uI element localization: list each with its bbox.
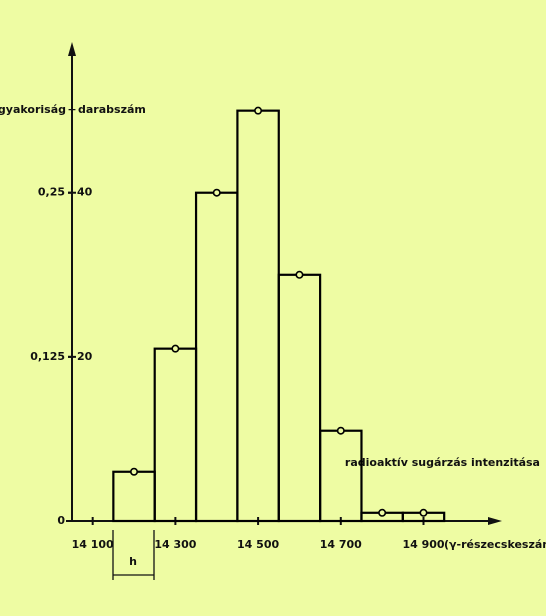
y2-tick-label: 0,25: [38, 186, 65, 199]
x-tick-label: 14 100: [72, 538, 114, 551]
axis-cross: +: [67, 103, 76, 116]
midpoint-marker: [212, 188, 221, 197]
x-tick-label: 14 900: [402, 538, 444, 551]
y-tick-label: 40: [77, 186, 93, 199]
x-axis-arrow: [488, 517, 502, 525]
midpoint-marker: [130, 467, 139, 476]
midpoint-marker: [295, 270, 304, 279]
midpoint-marker: [378, 508, 387, 517]
x-tick-label: 14 700: [320, 538, 362, 551]
y-axis-label: gyakoriság: [0, 103, 66, 116]
midpoint-marker: [171, 344, 180, 353]
y-axis-arrow: [68, 42, 76, 56]
y2-tick-label: 0,125: [30, 350, 65, 363]
y-tick-label: 20: [77, 350, 93, 363]
x-axis-unit: (γ-részecskeszám): [444, 538, 546, 551]
bin-width-label: h: [129, 555, 137, 568]
midpoint-marker: [336, 426, 345, 435]
y-tick-label: 0: [57, 514, 65, 527]
x-tick-label: 14 300: [154, 538, 196, 551]
x-axis-label: radioaktív sugárzás intenzitása: [345, 456, 540, 469]
y2-axis-label: darabszám: [78, 103, 146, 116]
x-tick-label: 14 500: [237, 538, 279, 551]
midpoint-marker: [419, 508, 428, 517]
midpoint-marker: [254, 106, 263, 115]
